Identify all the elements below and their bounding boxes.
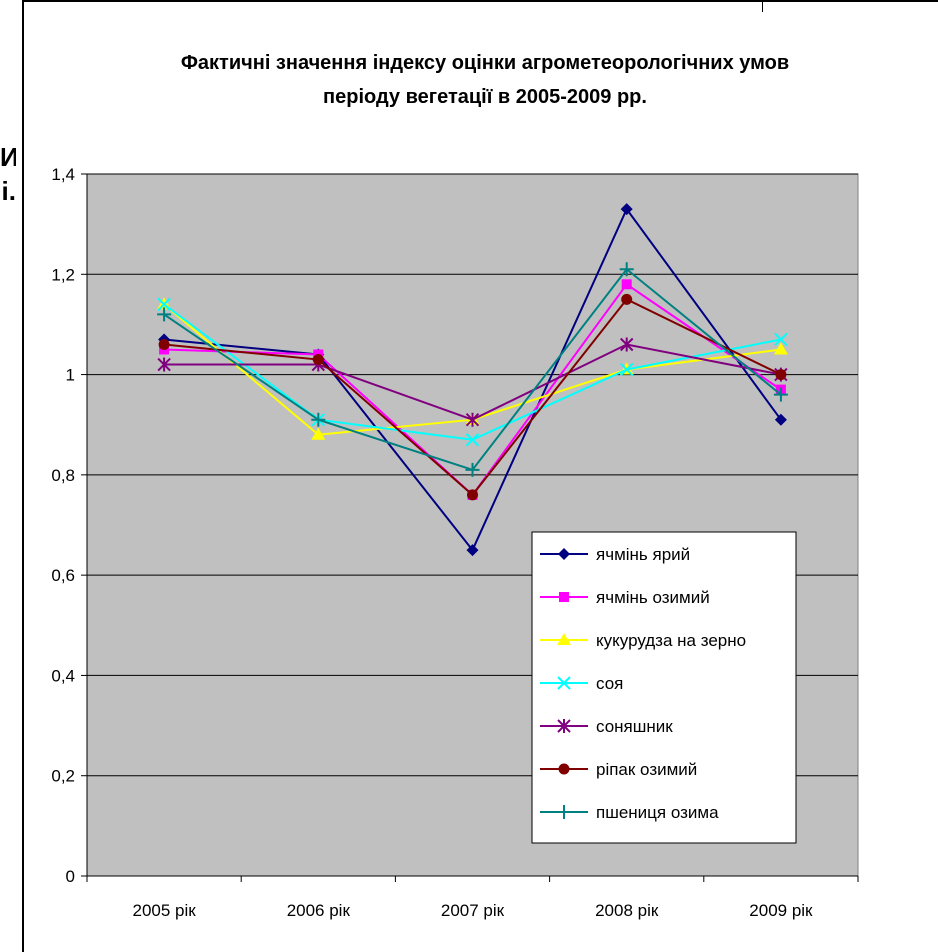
legend-label: пшениця озима <box>596 803 719 822</box>
y-tick-label: 1,4 <box>51 165 75 184</box>
y-tick-label: 0,4 <box>51 666 75 685</box>
page-corner-tick <box>762 0 763 12</box>
legend-label: кукурудза на зерно <box>596 631 746 650</box>
data-point-series-6 <box>158 338 170 350</box>
marker-shape <box>465 462 480 477</box>
legend-marker <box>557 805 571 819</box>
marker-shape <box>774 413 787 426</box>
data-point-series-4 <box>157 297 171 312</box>
data-point-series-1 <box>620 203 633 216</box>
y-tick-label: 1,2 <box>51 265 75 284</box>
marker-shape <box>158 338 170 350</box>
side-text-line-1: И <box>0 142 16 172</box>
marker-shape <box>312 354 324 366</box>
legend-marker <box>558 763 570 775</box>
marker-shape <box>773 342 788 355</box>
data-point-series-4 <box>465 433 480 447</box>
data-point-series-7 <box>157 307 172 322</box>
legend-marker <box>557 676 571 690</box>
x-tick-label: 2009 рік <box>749 901 813 920</box>
data-point-series-6 <box>467 489 478 501</box>
marker-shape <box>157 357 171 372</box>
legend-label: ріпак озимий <box>596 760 697 779</box>
data-point-series-2 <box>621 279 632 290</box>
chart-title: Фактичні значення індексу оцінки агромет… <box>30 46 938 114</box>
marker-shape <box>557 805 571 819</box>
marker-shape <box>619 337 634 352</box>
data-point-series-7 <box>619 262 634 277</box>
legend-label: соя <box>596 674 623 693</box>
legend-box <box>531 531 797 844</box>
data-point-series-6 <box>621 293 633 305</box>
chart-title-line-1: Фактичні значення індексу оцінки агромет… <box>180 52 790 74</box>
side-text-line-2: і. <box>1 176 16 206</box>
data-point-series-7 <box>773 387 788 402</box>
legend-marker <box>557 719 571 733</box>
x-tick-label: 2005 рік <box>132 901 196 920</box>
y-tick-label: 0 <box>66 867 75 886</box>
chart-frame <box>22 0 938 952</box>
marker-shape <box>466 544 479 557</box>
y-tick-label: 0,6 <box>51 566 75 585</box>
y-tick-label: 0,8 <box>51 466 75 485</box>
y-tick-label: 1 <box>66 366 75 385</box>
marker-shape <box>775 369 787 381</box>
x-tick-label: 2008 рік <box>595 901 659 920</box>
marker-shape <box>311 427 326 440</box>
marker-shape <box>619 262 634 277</box>
data-point-series-1 <box>774 413 787 426</box>
legend-label: ячмінь ярий <box>596 545 690 564</box>
data-point-series-7 <box>311 412 326 427</box>
marker-shape <box>559 592 569 602</box>
clipped-side-text: И і. <box>0 140 16 208</box>
marker-shape <box>557 633 571 645</box>
data-point-series-5 <box>465 412 480 427</box>
data-point-series-7 <box>465 462 480 477</box>
legend-marker <box>559 592 569 602</box>
data-point-series-3 <box>311 427 326 440</box>
data-point-series-5 <box>157 357 171 372</box>
marker-shape <box>774 332 788 347</box>
y-tick-label: 0,2 <box>51 767 75 786</box>
data-point-series-6 <box>775 369 787 381</box>
data-point-series-4 <box>774 332 788 347</box>
x-tick-label: 2006 рік <box>287 901 351 920</box>
marker-shape <box>465 412 480 427</box>
marker-shape <box>621 279 632 290</box>
data-point-series-4 <box>619 362 634 377</box>
data-point-series-6 <box>312 354 324 366</box>
marker-shape <box>467 489 478 501</box>
marker-shape <box>157 307 172 322</box>
marker-shape <box>620 203 633 216</box>
data-point-series-5 <box>619 337 634 352</box>
marker-shape <box>773 387 788 402</box>
data-point-series-1 <box>466 544 479 557</box>
page-top-border <box>22 0 938 2</box>
marker-shape <box>558 763 570 775</box>
marker-shape <box>465 433 480 447</box>
marker-shape <box>619 362 634 377</box>
marker-shape <box>557 676 571 690</box>
chart-title-line-2: періоду вегетації в 2005-2009 рр. <box>323 86 647 108</box>
marker-shape <box>157 297 171 312</box>
data-point-series-3 <box>773 342 788 355</box>
marker-shape <box>557 719 571 733</box>
legend-label: соняшник <box>596 717 673 736</box>
legend-marker <box>558 548 570 560</box>
legend-label: ячмінь озимий <box>596 588 710 607</box>
marker-shape <box>311 412 326 427</box>
marker-shape <box>558 548 570 560</box>
legend-marker <box>557 633 571 645</box>
x-tick-label: 2007 рік <box>441 901 505 920</box>
marker-shape <box>621 293 633 305</box>
